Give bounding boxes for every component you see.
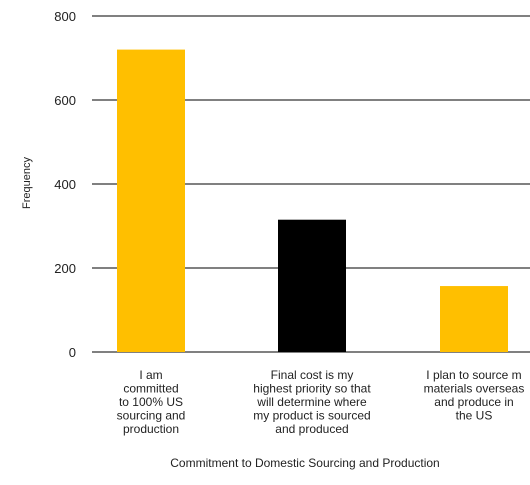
x-axis-label: Commitment to Domestic Sourcing and Prod… [170,456,439,470]
bar-2 [278,219,346,352]
x-tick-label-2: Final cost is my highest priority so that… [253,368,371,436]
x-tick-label-1: I am committed to 100% US sourcing and produ… [117,368,186,436]
y-tick-labels: 0 200 400 600 800 [54,9,76,360]
y-tick-label: 800 [54,9,76,24]
y-tick-label: 400 [54,177,76,192]
y-tick-label: 200 [54,261,76,276]
bar-3 [440,286,508,352]
x-tick-label-3: I plan to source m materials overseas and … [424,368,525,423]
y-tick-label: 0 [69,345,76,360]
bars [117,49,508,352]
bar-1 [117,49,185,352]
y-tick-label: 600 [54,93,76,108]
y-axis-label: Frequency [21,157,33,209]
x-tick-labels: I am committed to 100% US sourcing and produ… [117,368,525,436]
